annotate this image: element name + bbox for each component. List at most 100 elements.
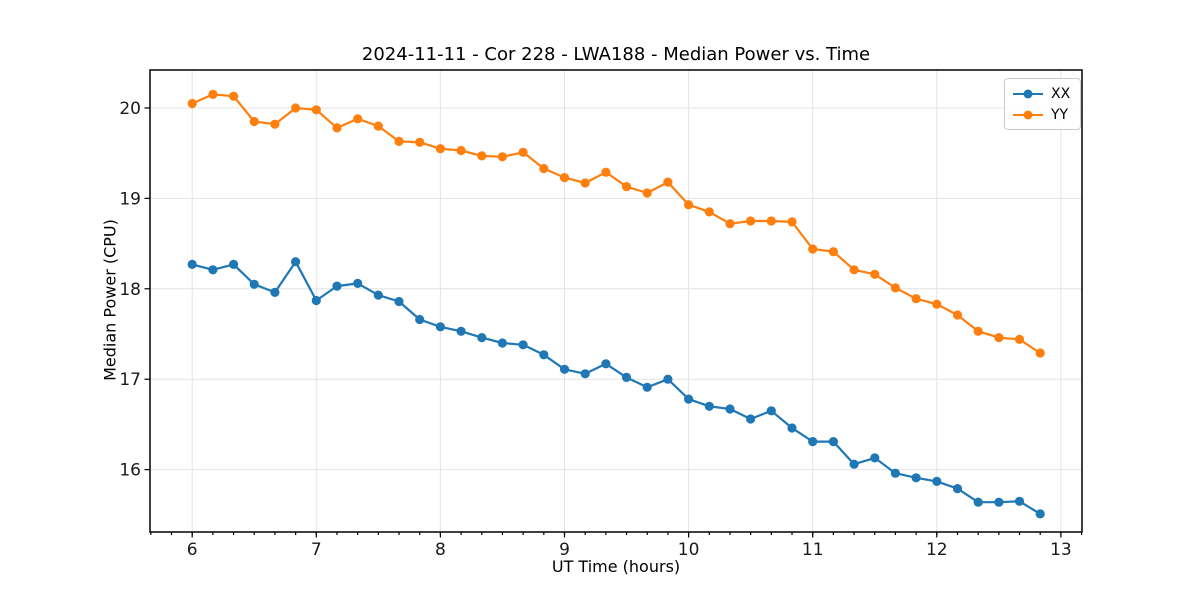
x-axis-label: UT Time (hours) [551,557,681,576]
series-xx-marker [435,322,445,332]
series-yy-marker [539,163,549,174]
x-tick-label: 9 [559,540,570,560]
series-yy-marker [932,299,942,309]
series-yy-marker [725,219,735,229]
series-xx-marker [311,295,321,306]
legend-label-yy: YY [1051,106,1069,123]
series-xx-marker [229,259,239,269]
series-yy-marker [394,136,404,146]
series-xx-marker [394,296,404,307]
series-yy-marker [311,105,321,115]
y-tick-label: 18 [119,280,141,300]
series-xx-marker [518,340,528,350]
x-tick-label: 13 [1050,540,1072,560]
series-yy-marker [580,178,590,188]
series-xx-marker [415,314,425,325]
series-xx-marker [580,369,590,379]
series-yy-marker [973,326,983,336]
series-yy-marker [559,173,570,183]
series-yy-marker [1035,348,1045,358]
series-xx-marker [725,404,735,414]
chart-title: 2024-11-11 - Cor 228 - LWA188 - Median P… [361,44,871,65]
series-yy-marker [849,265,859,275]
series-xx-marker [704,401,714,411]
series-yy-marker [621,182,632,192]
series-xx-marker [746,414,756,424]
series-yy-marker [828,247,839,257]
series-xx-marker [1014,496,1025,506]
series-yy-line [191,93,1042,355]
series-yy-marker [787,217,797,227]
series-yy [187,89,1045,358]
series-xx-marker [932,476,942,486]
series-xx-marker [353,278,363,288]
x-tick-label: 7 [311,540,322,560]
axis-ticks: 6 7 8 9 10 11 12 13 16 17 18 19 20 [119,99,1071,560]
y-axis-label: Median Power (CPU) [100,219,120,381]
x-tick-label: 10 [678,540,700,560]
series-xx-marker [291,257,301,267]
series-xx-marker [973,497,983,507]
series-yy-marker [291,103,301,113]
series-xx-marker [477,333,487,343]
legend-label-xx: XX [1051,85,1071,102]
series-xx-marker [1035,509,1045,519]
series-yy-marker [435,144,445,154]
x-tick-label: 8 [435,540,446,560]
series-xx [187,257,1045,519]
series-yy-marker [415,137,425,147]
series-xx-marker [373,290,383,300]
series-xx-marker [187,259,197,269]
series-yy-marker [663,177,673,187]
series-yy-marker [704,207,714,217]
series-xx-marker [828,437,839,447]
series-yy-marker [373,121,383,131]
legend-line-marker-yy-icon [1013,110,1043,119]
series-xx-marker [849,459,859,469]
x-tick-label: 12 [926,540,948,560]
series-yy-marker [249,116,259,127]
legend-entry-yy: YY [1012,105,1070,124]
series-xx-marker [559,364,570,374]
series-xx-marker [497,338,507,348]
series-xx-marker [621,372,632,382]
series-xx-marker [808,437,818,447]
series-yy-marker [477,151,487,161]
series-yy-marker [994,333,1004,343]
series-yy-marker [808,244,818,254]
series-yy-marker [497,152,507,162]
gridlines [150,70,1082,532]
series-yy-marker [601,167,611,177]
legend-entry-xx: XX [1012,84,1070,103]
y-tick-label: 17 [119,370,141,390]
plot-spines [149,69,1083,533]
series-xx-marker [456,326,466,336]
series-yy-marker [911,294,921,304]
legend: XX YY [1004,78,1082,130]
y-tick-label: 20 [119,99,141,119]
x-tick-label: 11 [802,540,824,560]
series-yy-marker [766,216,776,226]
x-minor-ticks [150,532,1083,535]
series-yy-marker [518,147,528,157]
series-xx-marker [332,281,342,291]
series-xx-marker [994,497,1004,507]
series-xx-marker [642,382,652,392]
series-yy-marker [1014,334,1025,344]
series-xx-marker [208,265,218,275]
series-yy-marker [890,283,901,293]
series-xx-marker [663,374,673,384]
series-yy-marker [456,145,466,156]
series-xx-marker [270,287,280,297]
series-yy-marker [332,123,342,133]
series-yy-marker [642,188,652,198]
series-yy-marker [870,269,880,279]
series-xx-marker [684,394,694,404]
series-yy-marker [187,98,197,109]
series-yy-marker [952,310,963,320]
y-tick-label: 19 [119,189,141,209]
y-tick-label: 16 [119,461,141,481]
series-xx-marker [952,484,963,494]
